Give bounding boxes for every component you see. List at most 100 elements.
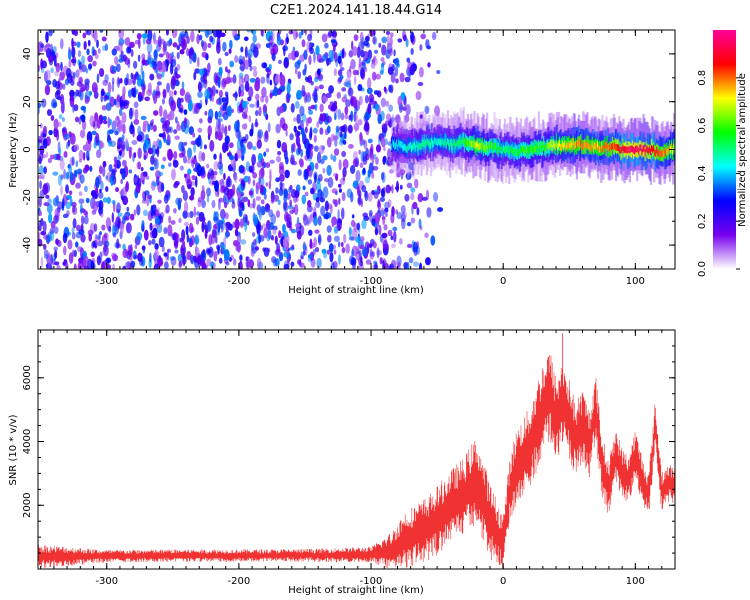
noise-blob — [359, 67, 365, 79]
noise-blob — [382, 218, 386, 226]
noise-blob — [255, 182, 261, 190]
noise-blob — [357, 197, 361, 205]
noise-blob — [42, 183, 49, 196]
noise-blob — [93, 30, 98, 42]
noise-blob — [252, 198, 256, 209]
spectrogram-cells — [38, 30, 675, 269]
noise-blob — [160, 164, 165, 170]
noise-blob — [83, 185, 88, 193]
noise-blob — [137, 125, 142, 136]
noise-blob — [85, 79, 90, 86]
noise-blob — [228, 154, 234, 161]
noise-blob — [297, 259, 301, 265]
noise-blob — [150, 155, 155, 165]
noise-blob — [64, 133, 71, 140]
noise-blob — [93, 141, 97, 149]
noise-blob — [185, 158, 192, 164]
noise-blob — [261, 86, 267, 98]
noise-blob — [273, 194, 280, 202]
noise-blob — [263, 227, 268, 239]
noise-blob — [206, 248, 212, 254]
noise-blob — [335, 125, 340, 133]
noise-blob — [276, 139, 282, 149]
noise-blob — [380, 57, 385, 62]
noise-blob — [294, 100, 300, 109]
noise-blob — [341, 150, 347, 158]
noise-blob — [217, 110, 222, 119]
noise-blob — [69, 95, 75, 108]
noise-blob — [355, 245, 361, 250]
noise-blob — [124, 138, 129, 150]
noise-blob — [196, 33, 200, 45]
noise-blob — [332, 199, 336, 205]
noise-blob — [71, 205, 78, 216]
noise-blob — [180, 30, 187, 38]
noise-blob — [406, 222, 412, 227]
noise-blob — [209, 35, 213, 43]
noise-blob — [169, 256, 176, 261]
noise-blob — [38, 50, 41, 56]
noise-blob — [384, 201, 390, 210]
noise-blob — [197, 127, 203, 133]
noise-blob — [306, 165, 312, 172]
noise-blob — [173, 239, 179, 244]
noise-blob — [258, 168, 265, 179]
noise-blob — [227, 105, 232, 117]
noise-blob — [405, 38, 409, 48]
noise-blob — [399, 169, 406, 176]
noise-blob — [409, 64, 416, 76]
noise-blob — [40, 43, 45, 49]
noise-blob — [234, 120, 240, 133]
noise-blob — [424, 105, 430, 115]
noise-blob — [381, 62, 384, 68]
noise-blob — [316, 54, 323, 62]
noise-blob — [165, 204, 170, 214]
noise-blob — [410, 187, 416, 193]
noise-blob — [254, 110, 259, 117]
noise-blob — [248, 165, 253, 173]
noise-blob — [217, 161, 223, 170]
noise-blob — [311, 42, 315, 47]
noise-blob — [264, 203, 271, 213]
noise-blob — [240, 239, 247, 245]
noise-blob — [289, 133, 294, 141]
noise-blob — [65, 171, 70, 180]
noise-blob — [39, 122, 43, 129]
noise-blob — [55, 80, 61, 90]
noise-blob — [59, 93, 65, 105]
noise-blob — [385, 100, 390, 107]
noise-blob — [81, 64, 87, 73]
noise-blob — [99, 188, 102, 193]
noise-blob — [353, 75, 357, 85]
noise-blob — [58, 121, 62, 127]
noise-blob — [126, 146, 133, 152]
noise-blob — [146, 32, 153, 42]
noise-blob — [226, 178, 233, 188]
noise-blob — [305, 216, 311, 226]
noise-blob — [282, 123, 288, 131]
noise-blob — [105, 175, 108, 180]
noise-blob — [170, 220, 176, 225]
noise-blob — [125, 222, 132, 234]
noise-blob — [302, 185, 306, 191]
noise-blob — [239, 218, 244, 228]
noise-blob — [83, 255, 89, 263]
noise-blob — [404, 194, 410, 202]
noise-blob — [101, 165, 106, 177]
noise-blob — [271, 30, 275, 42]
noise-blob — [404, 114, 410, 123]
noise-blob — [360, 256, 363, 263]
noise-blob — [43, 234, 49, 240]
noise-blob — [329, 251, 334, 263]
noise-blob — [168, 162, 172, 167]
noise-blob — [286, 234, 290, 245]
noise-blob — [228, 77, 234, 83]
noise-blob — [390, 235, 394, 241]
noise-blob — [38, 238, 43, 247]
noise-blob — [186, 233, 190, 243]
noise-blob — [111, 199, 116, 205]
noise-blob — [219, 208, 226, 220]
noise-blob — [320, 158, 325, 165]
noise-blob — [74, 169, 78, 178]
